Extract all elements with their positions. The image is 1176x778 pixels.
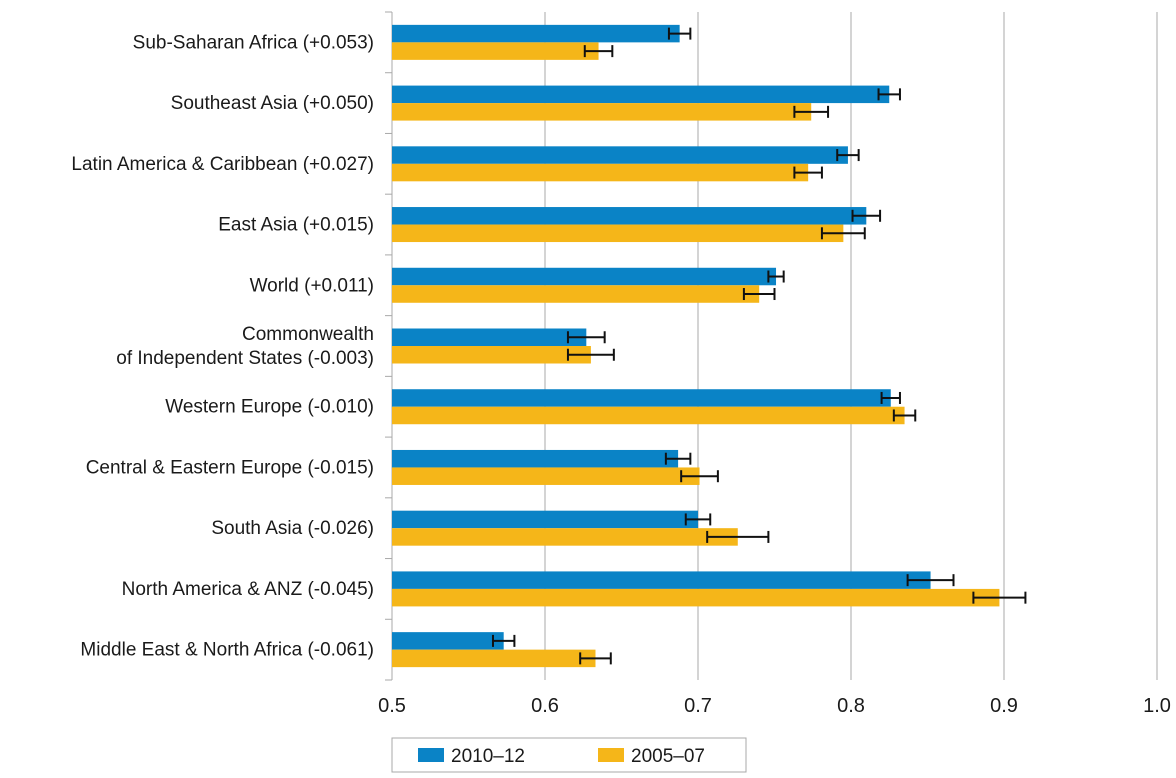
error-bar <box>877 88 901 101</box>
category-label-line: East Asia (+0.015) <box>218 215 374 236</box>
bar <box>392 163 809 182</box>
category-label-line: Commonwealth <box>242 324 374 345</box>
legend-swatch <box>598 748 624 762</box>
x-tick-label: 0.6 <box>531 695 559 717</box>
error-bar <box>892 409 917 422</box>
legend-box <box>391 737 747 773</box>
x-tick-label: 1.0 <box>1143 695 1171 717</box>
error-bar <box>906 574 955 587</box>
error-bar <box>742 288 776 301</box>
error-bar <box>820 227 866 240</box>
bar <box>392 467 700 485</box>
category-label: Middle East & North Africa (-0.061) <box>80 640 374 661</box>
legend-label: 2010–12 <box>451 746 525 767</box>
bar <box>392 146 848 164</box>
error-bar <box>793 105 830 118</box>
error-bar <box>583 45 614 58</box>
category-label-line: Latin America & Caribbean (+0.027) <box>71 154 374 175</box>
legend-swatch <box>418 748 444 762</box>
bar <box>392 649 596 668</box>
bar <box>392 510 698 529</box>
category-label: North America & ANZ (-0.045) <box>122 579 374 600</box>
category-labels: Sub-Saharan Africa (+0.053) Southeast Asi… <box>71 32 374 660</box>
bar <box>392 571 931 589</box>
x-tick-labels: 0.5 0.6 0.7 0.8 0.9 1.0 <box>378 695 1171 717</box>
error-bar <box>667 27 692 40</box>
category-label-line: of Independent States (-0.003) <box>116 348 374 369</box>
bar <box>392 103 812 121</box>
category-label-line: North America & ANZ (-0.045) <box>122 579 374 600</box>
category-label: Sub-Saharan Africa (+0.053) <box>133 32 374 53</box>
error-bar <box>566 348 615 361</box>
bar <box>392 224 844 243</box>
error-bar <box>851 209 882 222</box>
category-label: World (+0.011) <box>250 275 374 296</box>
error-bar <box>684 513 712 526</box>
category-label: Latin America & Caribbean (+0.027) <box>71 154 374 175</box>
bar <box>392 267 777 286</box>
bar <box>392 449 679 468</box>
bar <box>392 328 587 346</box>
category-label-line: Sub-Saharan Africa (+0.053) <box>133 32 374 53</box>
category-label: Commonwealth of Independent States (-0.00… <box>116 324 374 369</box>
gridlines <box>544 12 1158 680</box>
category-label-line: Central & Eastern Europe (-0.015) <box>86 457 374 478</box>
category-label: Central & Eastern Europe (-0.015) <box>86 457 374 478</box>
category-label-line: Southeast Asia (+0.050) <box>171 93 374 114</box>
category-label-line: Western Europe (-0.010) <box>165 397 374 418</box>
category-axis <box>385 11 393 681</box>
category-label-line: South Asia (-0.026) <box>211 518 374 539</box>
x-tick-label: 0.5 <box>378 695 406 717</box>
x-tick-label: 0.7 <box>684 695 712 717</box>
x-tick-label: 0.8 <box>837 695 865 717</box>
error-bar <box>767 270 785 283</box>
bar <box>392 588 1000 607</box>
category-label-line: World (+0.011) <box>250 275 374 296</box>
legend: 2010–12 2005–07 <box>391 737 747 773</box>
legend-label: 2005–07 <box>631 746 705 767</box>
category-label: East Asia (+0.015) <box>218 215 374 236</box>
bar <box>392 42 599 60</box>
bar <box>392 85 890 104</box>
error-bar <box>880 391 901 404</box>
category-label-line: Middle East & North Africa (-0.061) <box>80 640 374 661</box>
error-bar <box>579 652 612 665</box>
bar <box>392 632 504 650</box>
error-bar <box>793 166 823 179</box>
bar <box>392 389 891 407</box>
error-bar <box>836 149 860 162</box>
category-label: South Asia (-0.026) <box>211 518 374 539</box>
bar <box>392 528 738 546</box>
bar <box>392 207 867 225</box>
error-bar <box>566 331 606 344</box>
error-bar <box>680 470 719 483</box>
error-bar <box>491 634 516 647</box>
bar <box>392 285 760 303</box>
x-tick-label: 0.9 <box>990 695 1018 717</box>
error-bar <box>664 452 692 465</box>
bar <box>392 346 591 364</box>
category-label: Southeast Asia (+0.050) <box>171 93 374 114</box>
bar <box>392 406 905 425</box>
error-bar <box>972 591 1027 604</box>
category-label: Western Europe (-0.010) <box>165 397 374 418</box>
bars <box>392 24 1000 668</box>
bar <box>392 24 680 43</box>
error-bars <box>491 27 1027 665</box>
error-bar <box>706 530 770 543</box>
